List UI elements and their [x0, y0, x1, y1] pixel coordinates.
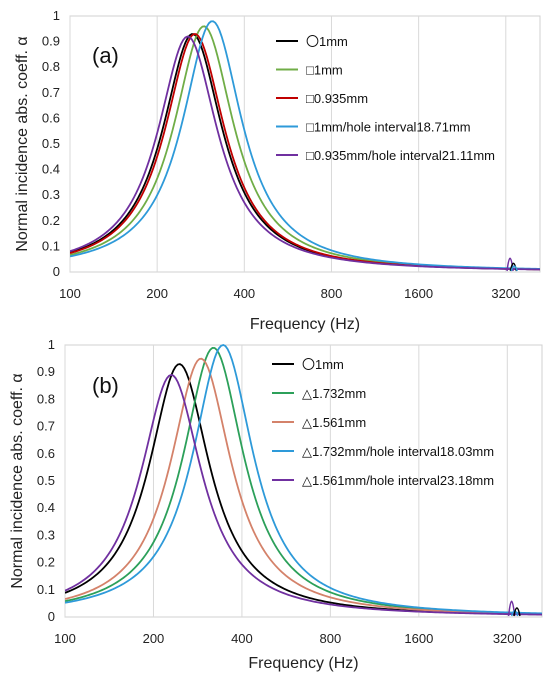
- y-tick-label: 0.9: [37, 364, 55, 379]
- y-tick-label: 1: [53, 8, 60, 23]
- panel-label: (a): [92, 43, 119, 68]
- y-axis-label: Normal incidence abs. coeff. α: [9, 373, 26, 588]
- y-tick-label: 0: [48, 609, 55, 624]
- y-tick-label: 0.9: [42, 34, 60, 49]
- x-tick-label: 800: [320, 631, 342, 646]
- x-tick-label: 100: [54, 631, 76, 646]
- y-tick-label: 0.5: [37, 473, 55, 488]
- legend-entry: 〇1mm: [306, 34, 348, 49]
- x-tick-label: 1600: [404, 631, 433, 646]
- resonance-spike: [513, 607, 521, 617]
- series-line-4: [70, 20, 540, 270]
- x-axis-label: Frequency (Hz): [250, 316, 360, 333]
- legend-entry: △1.561mm/hole interval23.18mm: [302, 473, 494, 488]
- panel-label: (b): [92, 373, 119, 398]
- chart-panel-1: 0 0.1 0.2 0.3 0.4 0.5 0.6 0.7 0.8 0.9 1 100 200 400 80…: [14, 8, 541, 333]
- y-tick-label: 0.8: [42, 59, 60, 74]
- x-tick-label: 1600: [404, 286, 433, 301]
- legend-entry: △1.732mm: [302, 386, 366, 401]
- x-tick-label: 800: [321, 286, 343, 301]
- y-tick-label: 0.6: [42, 110, 60, 125]
- legend-entry: △1.561mm: [302, 415, 366, 430]
- y-tick-label: 0.8: [37, 391, 55, 406]
- legend-entry: □0.935mm/hole interval21.11mm: [306, 148, 495, 163]
- x-tick-label: 400: [231, 631, 253, 646]
- x-tick-label: 400: [233, 286, 255, 301]
- x-tick-label: 200: [143, 631, 165, 646]
- y-tick-label: 0.6: [37, 446, 55, 461]
- x-axis-label: Frequency (Hz): [248, 655, 358, 672]
- plot-area: [69, 15, 541, 273]
- legend-entry: △1.732mm/hole interval18.03mm: [302, 444, 494, 459]
- y-tick-label: 0.4: [37, 500, 55, 515]
- y-tick-label: 0: [53, 264, 60, 279]
- x-tick-label: 100: [59, 286, 81, 301]
- series-line-3: [65, 357, 542, 615]
- y-tick-label: 0.7: [42, 85, 60, 100]
- series-line-5: [65, 373, 542, 616]
- series-line-5: [70, 35, 540, 271]
- y-axis-label: Normal incidence abs. coeff. α: [14, 36, 31, 251]
- legend-entry: □0.935mm: [306, 91, 368, 106]
- legend-entry: □1mm: [306, 63, 343, 78]
- y-tick-label: 0.5: [42, 136, 60, 151]
- y-tick-label: 0.1: [37, 582, 55, 597]
- x-tick-label: 3200: [493, 631, 522, 646]
- y-tick-label: 0.1: [42, 238, 60, 253]
- y-tick-label: 1: [48, 337, 55, 352]
- legend-entry: 〇1mm: [302, 357, 344, 372]
- y-tick-label: 0.3: [42, 187, 60, 202]
- chart-panel-2: 0 0.1 0.2 0.3 0.4 0.5 0.6 0.7 0.8 0.9 1 100 200 400 80…: [9, 337, 543, 672]
- x-tick-label: 200: [146, 286, 168, 301]
- series-line-4: [65, 344, 542, 615]
- x-tick-label: 3200: [491, 286, 520, 301]
- y-tick-label: 0.2: [42, 213, 60, 228]
- y-tick-label: 0.3: [37, 527, 55, 542]
- legend-entry: □1mm/hole interval18.71mm: [306, 120, 471, 135]
- y-tick-label: 0.4: [42, 162, 60, 177]
- resonance-spike: [510, 265, 518, 272]
- y-tick-label: 0.2: [37, 555, 55, 570]
- y-tick-label: 0.7: [37, 419, 55, 434]
